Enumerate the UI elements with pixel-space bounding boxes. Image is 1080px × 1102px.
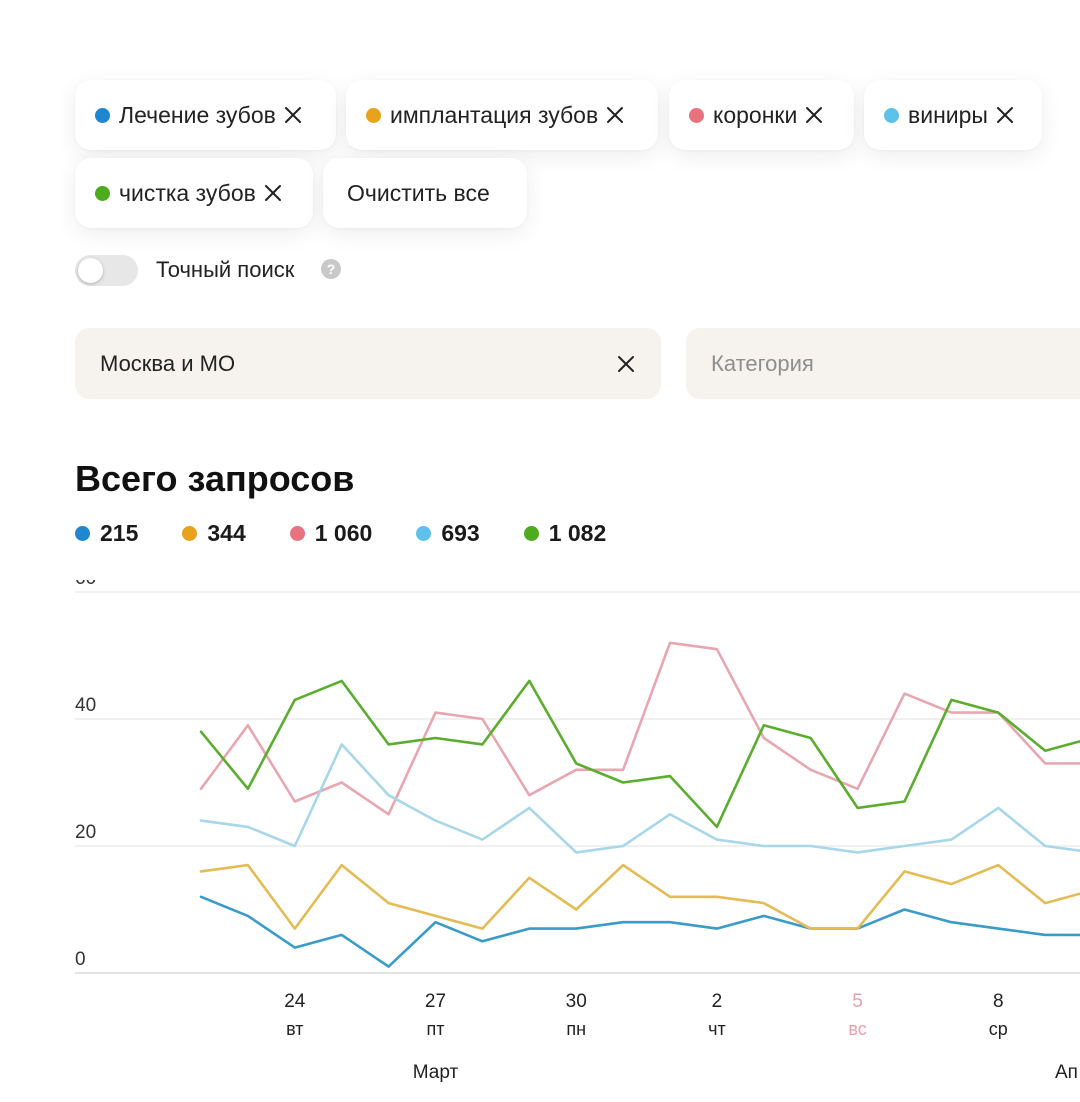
close-icon[interactable] [282,104,304,126]
legend-total: 1 060 [289,520,373,547]
close-icon[interactable] [262,182,284,204]
chart-legend: 215 344 1 060 693 1 082 [75,520,650,547]
close-icon[interactable] [615,353,637,375]
legend-value: 1 060 [314,520,373,546]
y-tick-label: 40 [75,695,96,716]
filter-chip[interactable]: коронки [669,80,854,150]
x-tick-day: 8 [993,991,1004,1012]
legend-dot [289,526,305,541]
legend-value: 215 [100,520,139,546]
clear-all-button[interactable]: Очистить все [323,158,527,228]
filter-chip[interactable]: имплантация зубов [346,80,658,150]
legend-total: 344 [182,520,246,547]
chip-color-dot [884,107,899,123]
legend-total: 215 [75,520,138,547]
close-icon[interactable] [994,104,1016,126]
filter-chip[interactable]: чистка зубов [75,158,313,228]
requests-line-chart: 60 40 20 0 24 вт 27 пт 30 пн 2 чт 5 вс 8 ср Март Ап [75,580,1080,1083]
legend-total: 1 082 [523,520,607,547]
y-tick-label: 60 [75,580,96,589]
series-line [199,679,1080,829]
exact-search-toggle[interactable] [75,255,138,286]
x-tick-day: 2 [712,991,723,1012]
legend-dot [182,526,198,541]
legend-value: 693 [441,520,480,546]
chip-color-dot [689,107,704,123]
close-icon[interactable] [604,104,626,126]
chip-label: виниры [908,101,988,128]
legend-dot [416,526,432,541]
region-select[interactable]: Москва и МО [75,328,661,399]
toggle-knob[interactable] [78,258,103,283]
x-tick-day: 24 [284,991,306,1012]
x-tick-weekday: вт [286,1019,303,1039]
chip-color-dot [366,107,381,123]
x-tick-day: 30 [566,991,587,1012]
filter-chip[interactable]: виниры [864,80,1042,150]
chip-label: чистка зубов [119,179,256,206]
legend-value: 344 [207,520,246,546]
category-placeholder: Категория [711,350,814,376]
series-line [199,743,1080,854]
region-value: Москва и МО [100,350,236,376]
category-select[interactable]: Категория [686,328,1080,399]
chart-title: Всего запросов [75,458,355,499]
month-label: Ап [1055,1062,1078,1083]
filter-chip[interactable]: Лечение зубов [75,80,336,150]
legend-total: 693 [416,520,480,547]
x-tick-weekday: пн [566,1019,586,1039]
series-line [199,895,1080,968]
close-icon[interactable] [803,104,825,126]
x-tick-weekday: вс [848,1019,866,1039]
x-tick-weekday: ср [989,1019,1008,1039]
legend-value: 1 082 [548,520,607,546]
chip-label: Лечение зубов [119,101,276,128]
y-tick-label: 20 [75,822,96,843]
month-label: Март [413,1062,459,1083]
x-tick-day: 27 [425,991,446,1012]
series-line [199,641,1080,816]
y-tick-label: 0 [75,949,86,970]
x-tick-weekday: чт [708,1019,726,1039]
question-circle-icon[interactable]: ? [321,259,341,279]
exact-search-label: Точный поиск [156,257,295,282]
chip-label: коронки [713,101,798,128]
x-tick-day: 5 [852,991,863,1012]
legend-dot [75,526,90,541]
chip-color-dot [95,107,110,123]
legend-dot [523,526,539,541]
chip-label: имплантация зубов [390,101,599,128]
series-line [199,863,1080,930]
x-tick-weekday: пт [427,1019,445,1039]
chip-color-dot [95,185,110,201]
